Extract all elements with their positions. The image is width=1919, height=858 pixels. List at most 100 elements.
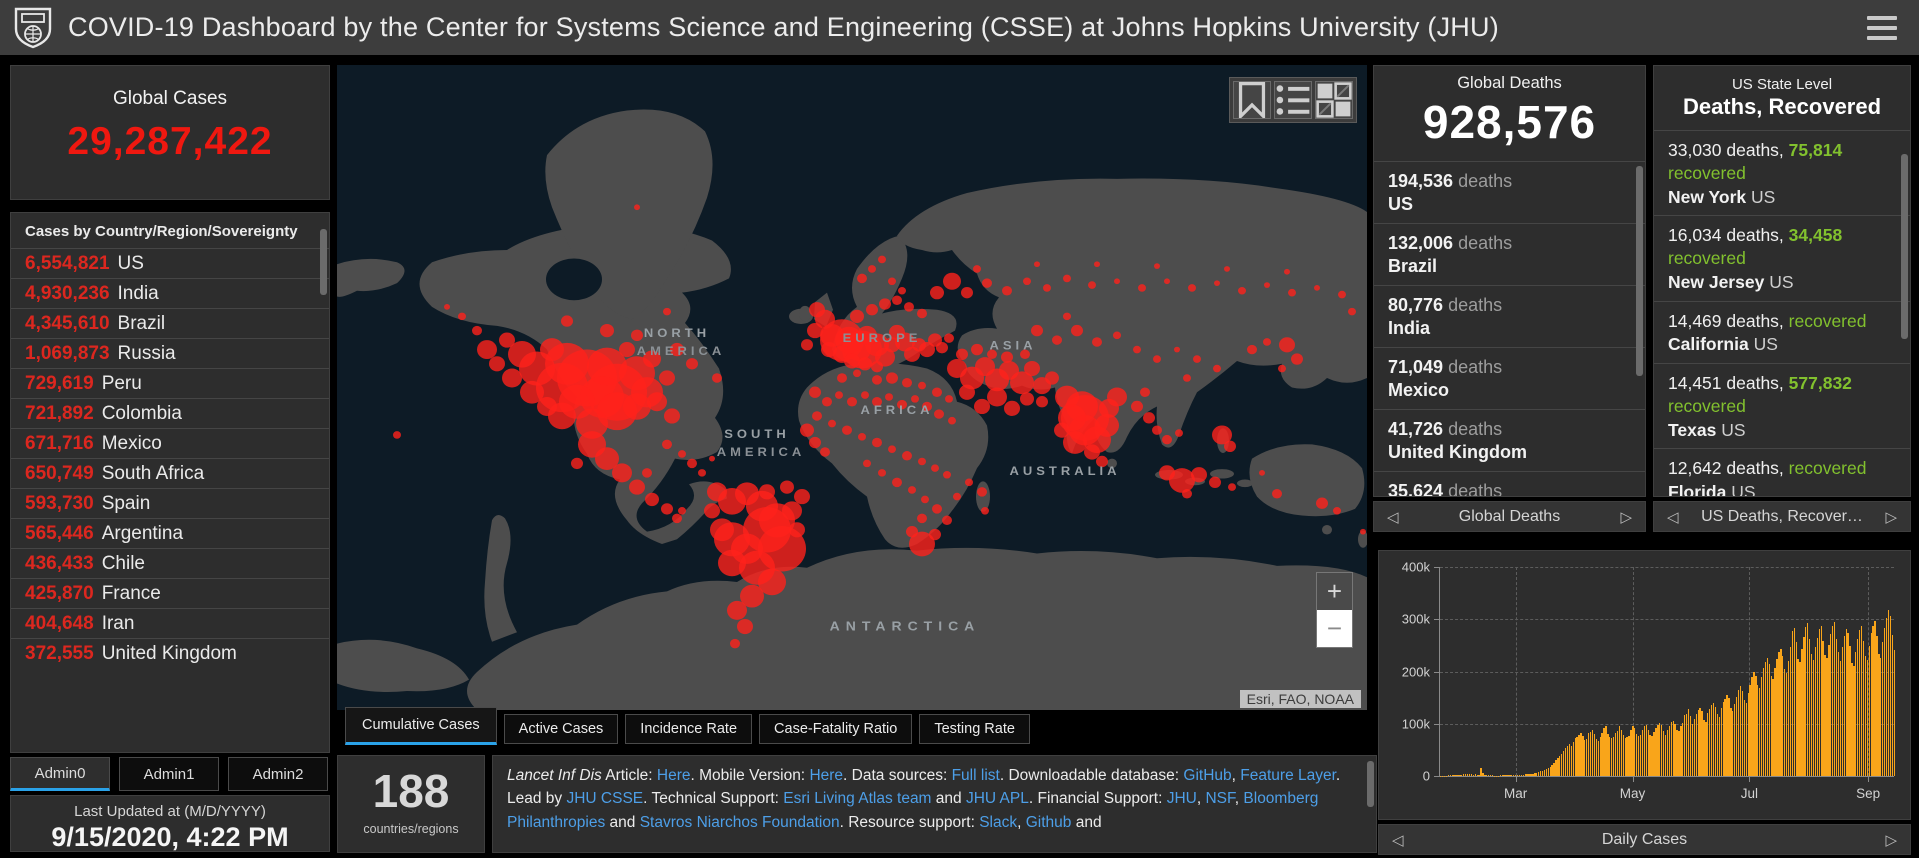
- country-name: Spain: [101, 492, 151, 514]
- country-cases-value: 729,619: [25, 372, 94, 394]
- daily-cases-bars: [1440, 567, 1895, 776]
- country-row[interactable]: 565,446 Argentina: [11, 518, 329, 548]
- country-row[interactable]: 721,892 Colombia: [11, 398, 329, 428]
- country-row[interactable]: 671,716 Mexico: [11, 428, 329, 458]
- map-zoom-control: + −: [1316, 572, 1353, 648]
- map-tabs: Cumulative Cases Active Cases Incidence …: [345, 707, 1030, 745]
- us-state-row[interactable]: 14,469 deaths, recovered California US: [1654, 300, 1910, 364]
- zoom-in-button[interactable]: +: [1317, 573, 1352, 610]
- us-state-row[interactable]: 33,030 deaths, 75,814 recovered New York …: [1654, 130, 1910, 215]
- next-arrow-icon[interactable]: ▷: [1885, 508, 1897, 526]
- state-deaths-value: 14,469 deaths,: [1668, 310, 1789, 331]
- bookmark-icon[interactable]: [1233, 81, 1271, 119]
- state-country-suffix: US: [1726, 482, 1756, 497]
- deaths-value: 194,536: [1388, 171, 1454, 191]
- tab-testing-rate[interactable]: Testing Rate: [919, 714, 1030, 744]
- country-row[interactable]: 436,433 Chile: [11, 548, 329, 578]
- source-link[interactable]: Here: [656, 767, 691, 784]
- source-text-segment: Lead by: [507, 790, 567, 808]
- deaths-scrollbar[interactable]: [1636, 166, 1643, 376]
- next-arrow-icon[interactable]: ▷: [1620, 508, 1632, 526]
- country-row[interactable]: 6,554,821 US: [11, 248, 329, 278]
- tab-active-cases[interactable]: Active Cases: [503, 714, 619, 744]
- global-deaths-panel: Global Deaths 928,576 194,536 deaths US 13…: [1373, 65, 1646, 497]
- source-text-segment: . Data sources:: [843, 767, 952, 784]
- country-cases-value: 565,446: [25, 522, 94, 544]
- source-link[interactable]: Bloomberg Philanthropies: [507, 790, 1319, 831]
- zoom-out-button[interactable]: −: [1317, 610, 1352, 647]
- country-row[interactable]: 593,730 Spain: [11, 488, 329, 518]
- country-row[interactable]: 4,345,610 Brazil: [11, 308, 329, 338]
- deaths-row[interactable]: 41,726 deaths United Kingdom: [1374, 409, 1645, 471]
- deaths-unit: deaths: [1443, 295, 1503, 315]
- state-recovered-value: 34,458: [1788, 225, 1843, 246]
- world-map[interactable]: NORTH AMERICA EUROPE ASIA AFRICA SOUTH A…: [337, 65, 1367, 710]
- deaths-row[interactable]: 71,049 deaths Mexico: [1374, 347, 1645, 409]
- source-link[interactable]: Stavros Niarchos Foundation: [639, 813, 840, 831]
- tab-admin1[interactable]: Admin1: [119, 757, 219, 791]
- source-link[interactable]: Esri Living Atlas team: [783, 790, 932, 808]
- deaths-row[interactable]: 80,776 deaths India: [1374, 285, 1645, 347]
- country-row[interactable]: 404,648 Iran: [11, 608, 329, 638]
- label-europe: EUROPE: [843, 331, 922, 345]
- source-text-segment: Article:: [601, 767, 657, 784]
- tab-case-fatality-ratio[interactable]: Case-Fatality Ratio: [759, 714, 913, 744]
- daily-cases-chart-panel: 400k 300k 200k 100k 0 Mar May Jul Sep: [1378, 550, 1911, 820]
- source-text-segment: . Financial Support:: [1028, 790, 1167, 808]
- country-row[interactable]: 1,069,873 Russia: [11, 338, 329, 368]
- tab-admin0[interactable]: Admin0: [10, 757, 110, 791]
- tab-incidence-rate[interactable]: Incidence Rate: [625, 714, 753, 744]
- menu-icon[interactable]: [1867, 15, 1897, 40]
- deaths-value: 35,624: [1388, 481, 1444, 497]
- tab-admin2[interactable]: Admin2: [228, 757, 328, 791]
- source-text-segment: ,: [1234, 790, 1244, 808]
- info-scrollbar[interactable]: [1367, 761, 1374, 807]
- label-asia: ASIA: [989, 339, 1036, 353]
- country-row[interactable]: 4,930,236 India: [11, 278, 329, 308]
- state-name: New York: [1668, 186, 1747, 207]
- country-cases-value: 404,648: [25, 612, 94, 634]
- source-link[interactable]: Slack: [979, 813, 1018, 831]
- us-state-row[interactable]: 16,034 deaths, 34,458 recovered New Jerse…: [1654, 215, 1910, 300]
- deaths-row[interactable]: 132,006 deaths Brazil: [1374, 223, 1645, 285]
- country-list-scrollbar[interactable]: [320, 229, 327, 295]
- us-scrollbar[interactable]: [1901, 154, 1908, 339]
- country-name: Russia: [117, 342, 176, 364]
- country-name: Mexico: [101, 432, 162, 454]
- source-link[interactable]: Feature Layer: [1240, 767, 1336, 784]
- state-recovered-label: recovered: [1668, 395, 1746, 416]
- source-link[interactable]: JHU: [1166, 790, 1197, 808]
- country-row[interactable]: 729,619 Peru: [11, 368, 329, 398]
- country-name: United Kingdom: [101, 642, 237, 664]
- country-cases-value: 372,555: [25, 642, 94, 664]
- country-row[interactable]: 650,749 South Africa: [11, 458, 329, 488]
- label-north-america: NORTH: [644, 327, 710, 341]
- legend-list-icon[interactable]: [1274, 81, 1312, 119]
- country-name: South Africa: [101, 462, 205, 484]
- source-link[interactable]: JHU APL: [965, 790, 1029, 808]
- country-row[interactable]: 425,870 France: [11, 578, 329, 608]
- country-row[interactable]: 372,555 United Kingdom: [11, 638, 329, 668]
- country-name: Argentina: [101, 522, 184, 544]
- deaths-row[interactable]: 194,536 deaths US: [1374, 161, 1645, 223]
- next-arrow-icon[interactable]: ▷: [1885, 831, 1897, 849]
- prev-arrow-icon[interactable]: ◁: [1392, 831, 1404, 849]
- source-link[interactable]: Here: [809, 767, 844, 784]
- us-state-row[interactable]: 12,642 deaths, recovered Florida US: [1654, 448, 1910, 497]
- daily-cases-footer: ◁ Daily Cases ▷: [1378, 824, 1911, 855]
- basemap-icon[interactable]: [1315, 81, 1353, 119]
- source-link[interactable]: NSF: [1205, 790, 1235, 808]
- global-cases-title: Global Cases: [112, 88, 228, 109]
- state-deaths-value: 14,451 deaths,: [1668, 373, 1789, 393]
- prev-arrow-icon[interactable]: ◁: [1387, 508, 1399, 526]
- source-text-segment: Lancet Inf Dis: [507, 767, 602, 784]
- us-state-row[interactable]: 14,451 deaths, 577,832 recovered Texas US: [1654, 363, 1910, 448]
- source-text-segment: . Technical Support:: [643, 790, 784, 808]
- source-link[interactable]: Github: [1025, 813, 1072, 831]
- prev-arrow-icon[interactable]: ◁: [1667, 508, 1679, 526]
- tab-cumulative-cases[interactable]: Cumulative Cases: [345, 707, 497, 745]
- source-link[interactable]: GitHub: [1183, 767, 1232, 784]
- source-link[interactable]: Full list: [951, 767, 1000, 784]
- source-link[interactable]: JHU CSSE: [566, 790, 644, 808]
- deaths-row[interactable]: 35,624 deathsItaly: [1374, 471, 1645, 497]
